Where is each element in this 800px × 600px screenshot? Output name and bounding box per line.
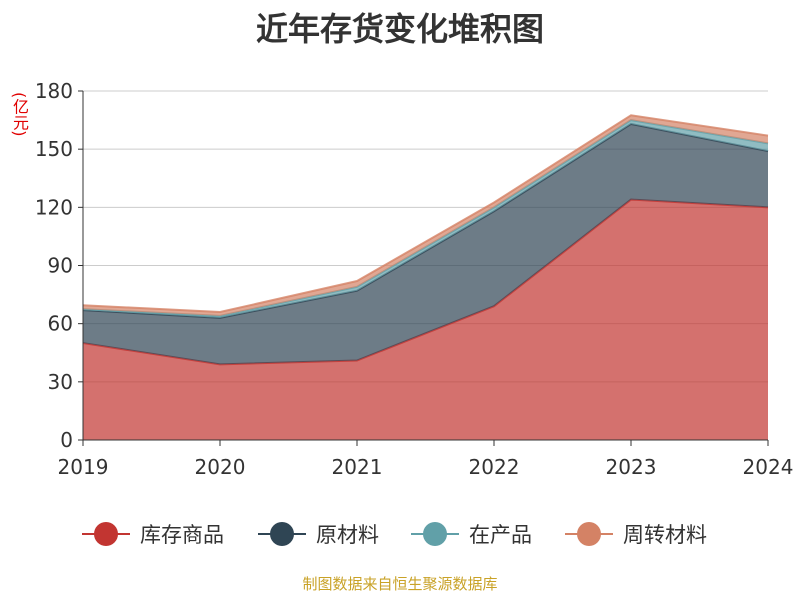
legend-label[interactable]: 原材料 <box>316 523 379 547</box>
legend-label[interactable]: 在产品 <box>469 523 532 547</box>
y-tick-label: 120 <box>35 195 73 219</box>
x-tick-label: 2024 <box>743 455 794 479</box>
y-tick-label: 150 <box>35 137 73 161</box>
y-tick-label: 0 <box>60 428 73 452</box>
data-source-footer: 制图数据来自恒生聚源数据库 <box>302 575 498 593</box>
legend-marker[interactable] <box>423 522 447 546</box>
y-tick-label: 60 <box>48 312 73 336</box>
x-tick-label: 2021 <box>332 455 383 479</box>
x-tick-label: 2020 <box>195 455 246 479</box>
x-tick-label: 2022 <box>469 455 520 479</box>
legend-label[interactable]: 库存商品 <box>140 523 224 547</box>
legend-marker[interactable] <box>577 522 601 546</box>
area-series-line-4 <box>82 114 769 314</box>
legend-marker[interactable] <box>94 522 118 546</box>
y-axis-unit-label: (亿元) <box>10 92 29 137</box>
legend-marker[interactable] <box>270 522 294 546</box>
area-series-1 <box>83 199 768 440</box>
x-tick-label: 2019 <box>58 455 109 479</box>
y-tick-label: 90 <box>48 254 73 278</box>
area-series-2 <box>83 123 768 365</box>
y-tick-label: 180 <box>35 79 73 103</box>
legend-label[interactable]: 周转材料 <box>623 523 707 547</box>
chart-title: 近年存货变化堆积图 <box>255 10 544 48</box>
x-tick-label: 2023 <box>606 455 657 479</box>
y-tick-label: 30 <box>48 370 73 394</box>
